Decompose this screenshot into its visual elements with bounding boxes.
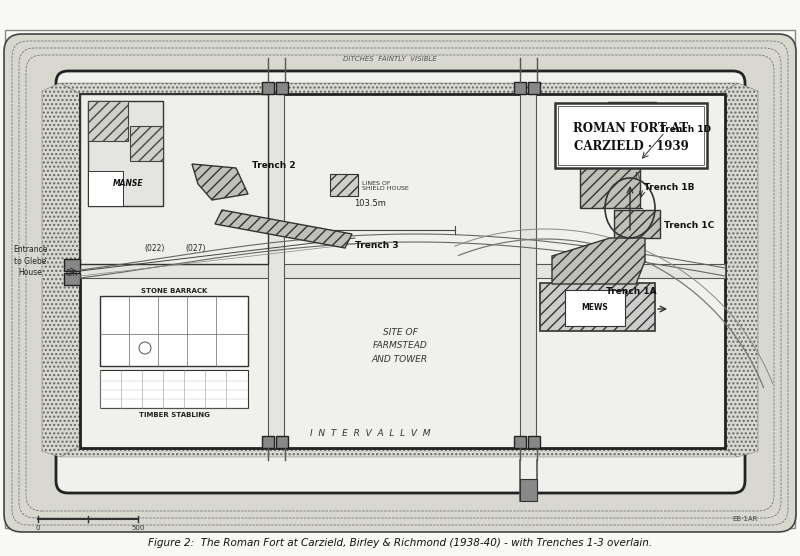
Polygon shape <box>552 238 645 284</box>
Text: DITCHES  FAINTLY  VISIBLE: DITCHES FAINTLY VISIBLE <box>343 56 437 62</box>
Text: (027): (027) <box>186 244 206 252</box>
Text: Trench 1D: Trench 1D <box>660 126 711 135</box>
Polygon shape <box>720 83 758 457</box>
Bar <box>88 171 123 206</box>
Text: Trench 1B: Trench 1B <box>644 183 694 192</box>
Bar <box>565 290 625 326</box>
Bar <box>100 296 248 366</box>
Polygon shape <box>60 83 738 94</box>
Bar <box>262 436 274 448</box>
Bar <box>558 106 704 165</box>
Bar <box>528 436 540 448</box>
Polygon shape <box>192 164 248 200</box>
Text: 103.5m: 103.5m <box>354 200 386 208</box>
Bar <box>88 101 128 141</box>
Text: 0m: 0m <box>66 269 78 277</box>
Bar <box>520 94 536 448</box>
Text: N: N <box>634 172 641 181</box>
Text: STONE BARRACK: STONE BARRACK <box>141 288 207 294</box>
Bar <box>520 479 537 501</box>
Text: 0: 0 <box>36 525 40 531</box>
Bar <box>608 102 656 158</box>
FancyBboxPatch shape <box>4 34 796 532</box>
Text: CARZIELD · 1939: CARZIELD · 1939 <box>574 140 688 152</box>
Text: (022): (022) <box>145 244 165 252</box>
Text: ROMAN FORT AT: ROMAN FORT AT <box>574 122 689 135</box>
Text: Trench 2: Trench 2 <box>252 161 296 171</box>
Text: EB·1AR: EB·1AR <box>732 516 758 522</box>
FancyBboxPatch shape <box>56 71 745 493</box>
Bar <box>5 30 795 528</box>
Bar <box>540 283 655 331</box>
Bar <box>80 94 725 448</box>
Text: MANSE: MANSE <box>113 178 143 187</box>
Bar <box>88 101 163 206</box>
Bar <box>64 259 80 271</box>
Text: Trench 3: Trench 3 <box>355 241 398 251</box>
Text: Trench 1A: Trench 1A <box>606 287 657 296</box>
Bar <box>100 370 248 408</box>
Text: SITE OF
FARMSTEAD
AND TOWER: SITE OF FARMSTEAD AND TOWER <box>372 328 428 364</box>
Bar <box>64 273 80 285</box>
Text: Figure 2:  The Roman Fort at Carzield, Birley & Richmond (1938-40) - with Trench: Figure 2: The Roman Fort at Carzield, Bi… <box>148 538 652 548</box>
Bar <box>330 174 358 196</box>
Bar <box>514 82 526 94</box>
Polygon shape <box>42 83 80 457</box>
Text: I  N  T  E  R  V  A  L  L  V  M: I N T E R V A L L V M <box>310 429 430 439</box>
Text: MEWS: MEWS <box>582 304 608 312</box>
Bar <box>80 264 725 278</box>
Bar <box>268 94 284 448</box>
Bar <box>130 126 163 161</box>
Text: Entrance
to Glebe
House: Entrance to Glebe House <box>13 245 47 277</box>
Text: TIMBER STABLING: TIMBER STABLING <box>138 412 210 418</box>
Bar <box>580 160 640 208</box>
Text: Trench 1C: Trench 1C <box>664 221 714 231</box>
Text: 500: 500 <box>131 525 145 531</box>
Bar <box>514 436 526 448</box>
Bar <box>262 82 274 94</box>
Bar <box>555 103 707 168</box>
Text: LINES OF
SHIELD HOUSE: LINES OF SHIELD HOUSE <box>362 181 409 191</box>
Bar <box>80 94 268 264</box>
Polygon shape <box>215 210 352 248</box>
Bar <box>276 82 288 94</box>
Bar <box>528 82 540 94</box>
Bar <box>614 210 660 238</box>
Polygon shape <box>60 446 738 457</box>
Bar <box>276 436 288 448</box>
